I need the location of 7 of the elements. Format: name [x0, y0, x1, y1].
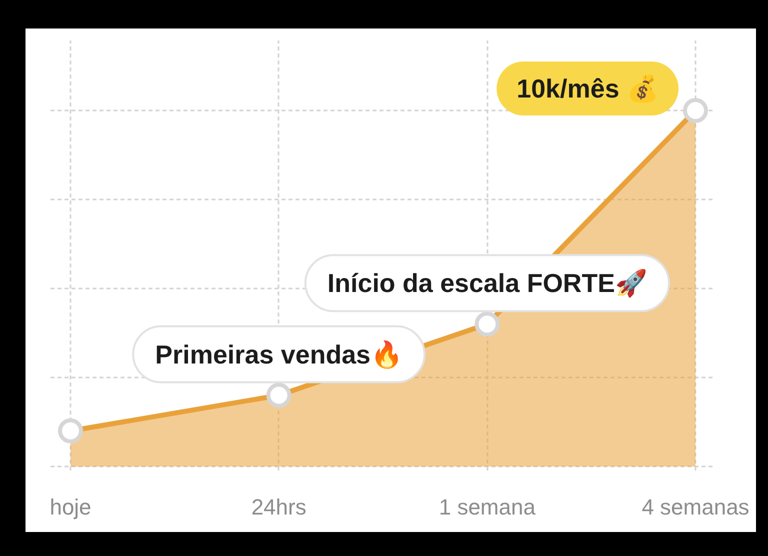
- x-tick-label: 24hrs: [251, 494, 306, 520]
- x-tick-label: hoje: [50, 494, 92, 520]
- x-tick-label: 4 semanas: [642, 494, 750, 520]
- annotation: Início da escala FORTE🚀: [327, 268, 647, 298]
- annotation: 10k/mês 💰: [516, 74, 659, 104]
- x-tick-label: 1 semana: [438, 494, 536, 520]
- annotation: Primeiras vendas🔥: [155, 339, 403, 370]
